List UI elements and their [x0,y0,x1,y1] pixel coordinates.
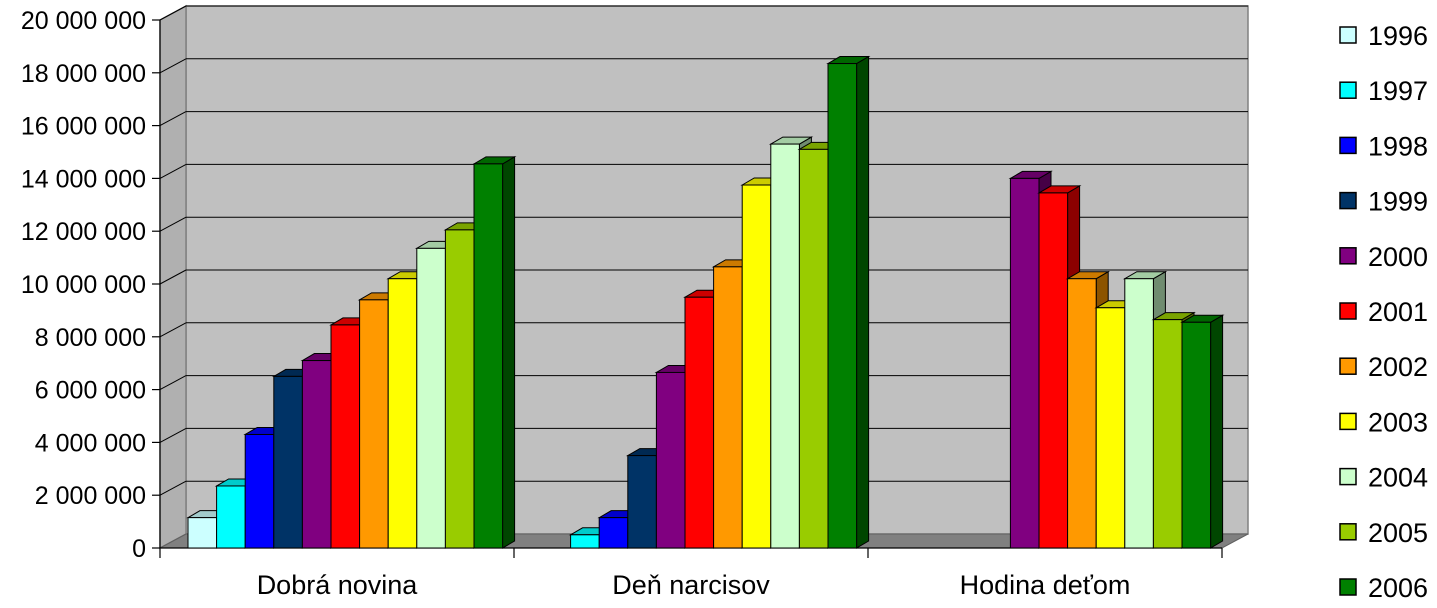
bar [1180,314,1225,549]
gridline-side [159,5,187,21]
x-axis-category-labels: Dobrá novina Deň narcisov Hodina deťom [257,570,1131,600]
legend-swatch [1339,191,1357,210]
bar-front [1152,319,1183,549]
bar-front [1181,321,1212,549]
gridline-side [159,163,187,179]
bar-front [741,184,772,549]
legend-label: 2003 [1368,407,1428,437]
bar-front [301,360,332,549]
y-tick-label: 0 [132,535,146,563]
legend-swatch [1339,357,1357,375]
bar-front [1067,278,1097,549]
bar-front [416,247,446,549]
gridline-side [159,427,187,443]
bar [826,55,871,549]
y-tick-label: 12 000 000 [21,218,146,246]
y-tick-label: 4 000 000 [35,429,146,457]
bar-front [684,296,715,549]
bar-front [713,266,743,549]
bar-front [273,375,303,549]
bar-front [216,485,246,549]
bar-front [798,148,829,549]
bar-front [598,517,629,549]
bar-front [1124,278,1154,549]
bar-front [570,534,600,549]
legend-label: 2001 [1368,297,1428,327]
bar-front [244,433,275,549]
y-axis-tick-labels: 0 2 000 000 4 000 000 6 000 000 8 000 000 10 … [21,7,146,563]
x-category-label: Dobrá novina [257,570,419,600]
y-tick-label: 14 000 000 [21,165,146,193]
y-tick-label: 16 000 000 [21,113,146,141]
y-tick-label: 2 000 000 [35,482,146,510]
y-tick-label: 18 000 000 [21,60,146,88]
legend-label: 1998 [1368,131,1428,161]
bar-front [655,371,686,549]
bar-front [827,63,858,549]
legend-label: 1999 [1368,187,1428,217]
y-tick-label: 8 000 000 [35,324,146,352]
bars [186,55,1225,549]
legend-label: 2002 [1368,352,1428,382]
bar-front [1009,177,1040,549]
bar-front [444,229,475,549]
gridline-side [159,269,187,285]
gridline-side [159,111,187,127]
legend-swatch [1339,578,1357,596]
y-tick-label: 6 000 000 [35,377,146,405]
bar-front [627,455,657,549]
legend-label: 1997 [1368,76,1428,106]
legend-label: 2004 [1368,463,1428,493]
gridline-side [159,58,187,74]
legend-swatch [1339,136,1357,155]
bar-front [1095,307,1126,549]
bar-front [473,163,504,549]
bar-front [187,517,218,549]
legend-label: 2005 [1368,518,1428,548]
bar-side [1210,314,1224,549]
bar-side [856,55,870,549]
bar-front [359,299,389,549]
bar-front [1038,192,1069,549]
legend-swatch [1339,81,1357,99]
bar-front [770,143,800,549]
gridline-side [159,322,187,338]
gridline-side [159,480,187,496]
legend: 1996 1997 1998 1999 2000 2001 2002 2003 2004 2005… [1339,21,1428,603]
bar-front [387,278,418,549]
x-category-label: Deň narcisov [612,570,770,600]
bar-front [330,324,361,549]
legend-label: 2000 [1368,242,1428,272]
legend-swatch [1339,412,1357,431]
bar [472,156,517,549]
x-category-label: Hodina deťom [960,570,1131,600]
y-tick-label: 10 000 000 [21,271,146,299]
legend-swatch [1339,467,1357,486]
legend-swatch [1339,523,1357,541]
legend-swatch [1339,302,1357,320]
gridline-side [159,375,187,391]
legend-swatch [1339,247,1357,265]
bar-side [502,156,516,549]
y-tick-label: 20 000 000 [21,7,146,35]
gridline-side [159,216,187,232]
legend-label: 1996 [1368,21,1428,51]
legend-swatch [1339,26,1357,44]
legend-label: 2006 [1368,573,1428,603]
